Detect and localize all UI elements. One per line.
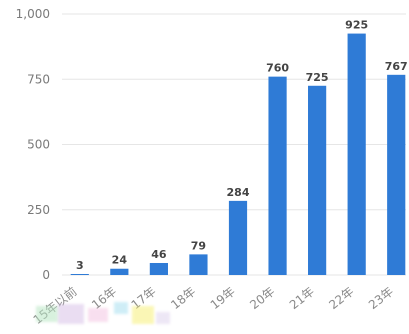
bar [347, 33, 366, 276]
data-label: 760 [266, 62, 289, 75]
artifact-blob [156, 312, 170, 324]
data-labels: 3 24 46 79 284 760 725 925 767 [76, 19, 408, 272]
bar [268, 76, 287, 275]
data-label: 767 [385, 60, 408, 73]
data-label: 24 [112, 254, 128, 267]
bar [228, 200, 248, 275]
artifact-blob [88, 308, 108, 322]
y-axis-tick-labels: 0 250 500 750 1,000 [16, 7, 50, 282]
data-label: 925 [345, 19, 368, 32]
data-label: 3 [76, 259, 84, 272]
y-tick-label: 250 [27, 203, 50, 217]
y-tick-label: 0 [42, 268, 50, 282]
bar [149, 262, 168, 275]
bar [70, 274, 89, 275]
y-tick-label: 1,000 [16, 7, 50, 21]
artifact-blob [132, 306, 154, 324]
data-label: 284 [227, 186, 250, 199]
artifact-blob [58, 304, 84, 324]
x-tick-label: 20年 [247, 284, 277, 312]
x-tick-label: 21年 [287, 284, 317, 312]
image-artifact-noise [28, 302, 178, 330]
bar [189, 254, 208, 275]
x-tick-label: 23年 [366, 284, 396, 312]
y-tick-label: 750 [27, 72, 50, 86]
artifact-blob [114, 302, 128, 314]
bar [387, 74, 406, 275]
data-label: 79 [191, 239, 206, 252]
bar [110, 268, 129, 275]
x-tick-label: 19年 [208, 284, 238, 312]
bars [70, 33, 406, 276]
bar [308, 85, 327, 276]
data-label: 46 [151, 248, 167, 261]
data-label: 725 [306, 71, 329, 84]
artifact-blob [36, 306, 58, 322]
y-tick-label: 500 [27, 138, 50, 152]
x-tick-label: 22年 [326, 284, 356, 312]
